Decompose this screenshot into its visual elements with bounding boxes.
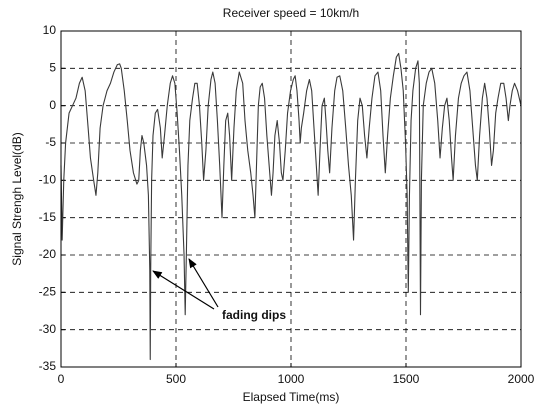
x-tick-label: 2000 <box>508 372 534 386</box>
y-tick-label: -20 <box>39 247 57 261</box>
y-tick-label: 10 <box>43 23 57 37</box>
y-axis-label: Signal Strengh Level(dB) <box>10 132 24 265</box>
annotation: fading dips <box>152 258 286 322</box>
plot-area: -35 -30 -25 -20 -15 -10 -5 0 5 10 0 500 1000 1500 2000 <box>39 23 534 386</box>
x-tick-label: 1000 <box>278 372 305 386</box>
x-axis-label: Elapsed Time(ms) <box>243 390 340 404</box>
y-tick-label: 5 <box>49 61 56 75</box>
y-tick-label: -25 <box>39 285 57 299</box>
annotation-arrow <box>152 270 215 310</box>
y-tick-label: -10 <box>39 173 57 187</box>
annotation-arrow <box>188 258 219 308</box>
y-tick-label: -35 <box>39 359 57 373</box>
chart-title: Receiver speed = 10km/h <box>223 6 359 20</box>
x-tick-label: 500 <box>166 372 186 386</box>
annotation-text: fading dips <box>222 308 286 322</box>
signal-line <box>60 52 522 361</box>
x-tick-label: 1500 <box>393 372 420 386</box>
axes-box <box>60 30 522 368</box>
y-tick-label: -30 <box>39 322 57 336</box>
y-tick-label: -5 <box>45 135 56 149</box>
y-tick-label: -15 <box>39 210 57 224</box>
y-tick-label: 0 <box>49 98 56 112</box>
x-tick-label: 0 <box>58 372 65 386</box>
